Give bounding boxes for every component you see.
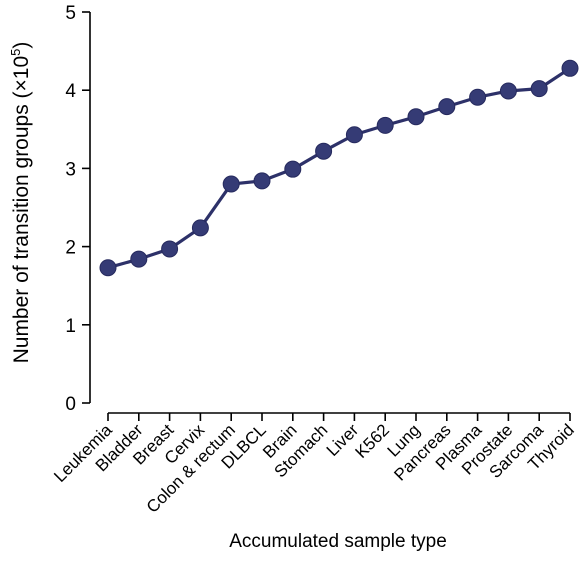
data-point <box>561 59 579 77</box>
data-point <box>284 160 302 178</box>
data-point <box>438 98 456 116</box>
data-point <box>161 240 179 258</box>
y-tick-label: 0 <box>65 394 76 415</box>
y-tick-label: 4 <box>65 81 76 102</box>
data-point <box>99 259 117 277</box>
y-axis-label-close: ) <box>10 42 33 49</box>
data-point <box>315 142 333 160</box>
data-point <box>499 82 517 100</box>
y-tick-label: 3 <box>65 159 76 180</box>
series <box>99 59 579 277</box>
y-axis-label-main: Number of transition groups (×10 <box>10 56 33 364</box>
data-point <box>253 172 271 190</box>
series-line <box>107 66 571 270</box>
data-point <box>345 126 363 144</box>
data-point <box>130 250 148 268</box>
y-axis-label: Number of transition groups (×105) <box>8 42 33 364</box>
y-tick-label: 2 <box>65 238 76 259</box>
x-axis-label: Accumulated sample type <box>229 531 447 552</box>
data-point <box>530 80 548 98</box>
x-tick-label: K562 <box>352 420 394 462</box>
data-point <box>376 116 394 134</box>
data-point <box>191 219 209 237</box>
y-tick-label: 5 <box>65 3 76 24</box>
data-point <box>407 108 425 126</box>
data-point <box>222 175 240 193</box>
y-axis: 0 1 2 3 4 5 <box>65 3 91 415</box>
data-point <box>469 88 487 106</box>
y-tick-label: 1 <box>65 316 76 337</box>
y-axis-label-superscript: 5 <box>8 49 23 56</box>
